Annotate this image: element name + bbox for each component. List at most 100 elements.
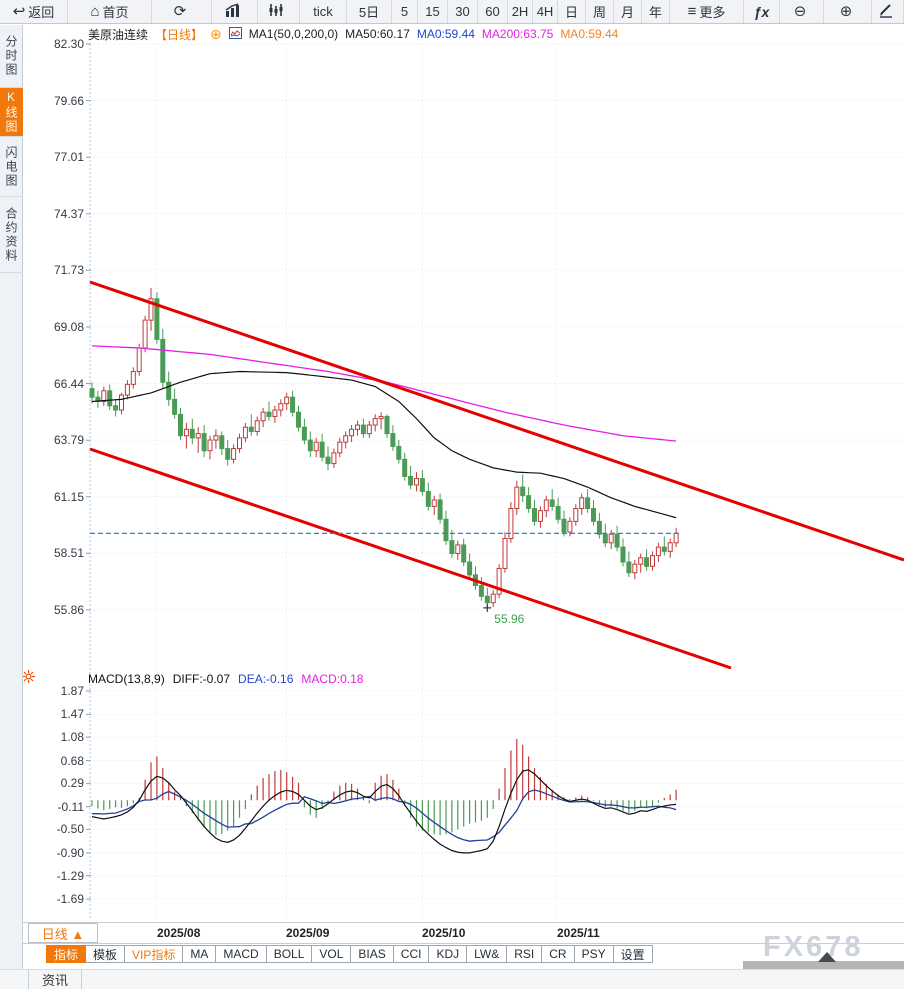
scrollbar-arrow-icon[interactable] — [818, 952, 836, 962]
sidebar-tab-kline-chart[interactable]: K线图 — [0, 88, 23, 137]
macd-settings-icon[interactable] — [21, 669, 36, 689]
candle-body — [484, 595, 490, 604]
macd-axis-label: 1.08 — [60, 730, 84, 745]
macd-axis-label: -0.11 — [57, 799, 84, 814]
candle-body — [266, 411, 272, 417]
more-button-icon: ≡ — [687, 3, 697, 20]
interval-year[interactable]: 年 — [642, 0, 670, 23]
candle-body — [101, 390, 107, 402]
interval-tick[interactable]: tick — [300, 0, 347, 23]
home-button-icon: ⌂ — [90, 3, 100, 20]
candle-body — [166, 381, 172, 400]
indicator-tab-设置[interactable]: 设置 — [613, 945, 653, 963]
candle-body — [242, 426, 248, 439]
ma-settings-label: MA1(50,0,200,0) — [248, 27, 339, 41]
macd-axis-label: -1.69 — [56, 892, 84, 906]
bar-chart-view-button[interactable] — [212, 0, 258, 23]
candle-body — [355, 424, 360, 430]
candle-body — [130, 371, 136, 385]
draw-button-icon — [878, 3, 894, 21]
candle-body — [473, 574, 478, 587]
candle-body — [449, 540, 455, 554]
interval-week[interactable]: 周 — [586, 0, 614, 23]
candle-body — [325, 456, 331, 465]
indicator-tab-vip指标[interactable]: VIP指标 — [125, 945, 184, 963]
ma0-blue-value: MA0:59.44 — [416, 27, 475, 41]
indicator-tab-vol[interactable]: VOL — [312, 945, 352, 963]
macd-dea-value: DEA:-0.16 — [238, 671, 294, 686]
price-axis-label: 82.30 — [53, 37, 84, 51]
indicator-tab-boll[interactable]: BOLL — [266, 945, 313, 963]
indicator-tab-ma[interactable]: MA — [183, 945, 217, 963]
candle-body — [667, 542, 673, 552]
indicator-tab-rsi[interactable]: RSI — [507, 945, 543, 963]
macd-axis-label: -0.90 — [56, 845, 84, 860]
candle-body — [585, 497, 591, 510]
news-tab[interactable]: 资讯 — [28, 970, 82, 989]
horizontal-scrollbar[interactable] — [743, 961, 904, 969]
candle-body — [225, 448, 231, 460]
indicator-tab-模板[interactable]: 模板 — [86, 945, 126, 963]
candle-body — [260, 411, 266, 422]
zoom-out-button[interactable]: ⊖ — [780, 0, 824, 23]
sidebar-tab-time-chart[interactable]: 分时图 — [0, 25, 23, 88]
zoom-in-button[interactable]: ⊕ — [824, 0, 872, 23]
ma50-value: MA50:60.17 — [345, 27, 410, 41]
candle-body — [360, 424, 366, 435]
interval-15[interactable]: 15 — [418, 0, 448, 23]
back-button[interactable]: ↩ 返回 — [0, 0, 68, 23]
candle-body — [378, 415, 384, 420]
indicator-tab-psy[interactable]: PSY — [574, 945, 614, 963]
more-button[interactable]: ≡ 更多 — [670, 0, 744, 23]
price-axis-label: 77.01 — [53, 150, 84, 165]
back-button-icon: ↩ — [12, 3, 26, 20]
sidebar-tab-contract-info[interactable]: 合约资料 — [0, 197, 23, 273]
fx-indicator-button[interactable]: ƒx — [744, 0, 780, 23]
candle-view-button[interactable] — [258, 0, 300, 23]
chart-header: 美原油连续 【日线】 ⊕ MA1(50,0,200,0) MA50:60.17 … — [88, 26, 618, 42]
indicator-tab-指标[interactable]: 指标 — [46, 945, 87, 963]
price-axis-label: 61.15 — [53, 489, 84, 504]
interval-day[interactable]: 日 — [558, 0, 586, 23]
macd-diff-line — [91, 769, 677, 854]
indicator-tab-bias[interactable]: BIAS — [351, 945, 394, 963]
macd-axis-label: 1.47 — [60, 707, 84, 722]
refresh-button[interactable]: ⟳ — [152, 0, 212, 23]
home-button[interactable]: ⌂ 首页 — [68, 0, 152, 23]
candle-body — [272, 409, 278, 417]
draw-button[interactable] — [872, 0, 904, 23]
candle-body — [650, 555, 655, 567]
candle-body — [331, 452, 337, 465]
sidebar-tab-lightning-chart[interactable]: 闪电图 — [0, 137, 23, 197]
candle-body — [154, 298, 160, 340]
price-axis-label: 63.79 — [53, 433, 84, 448]
candle-body — [219, 435, 225, 450]
indicator-tab-cr[interactable]: CR — [542, 945, 575, 963]
interval-month[interactable]: 月 — [614, 0, 642, 23]
indicator-tab-cci[interactable]: CCI — [393, 945, 430, 963]
candle-body — [343, 435, 349, 443]
price-axis-label: 55.86 — [53, 603, 84, 617]
candle-body — [543, 499, 549, 512]
ma50-line — [91, 370, 677, 519]
interval-4h[interactable]: 4H — [533, 0, 558, 23]
candle-body — [549, 499, 555, 507]
candle-body — [201, 433, 207, 452]
indicator-tab-macd[interactable]: MACD — [216, 945, 267, 963]
candle-body — [496, 567, 502, 595]
interval-5d[interactable]: 5日 — [347, 0, 392, 23]
candle-body — [537, 510, 543, 522]
macd-axis-label: 1.87 — [60, 684, 84, 698]
interval-2h[interactable]: 2H — [508, 0, 533, 23]
price-axis-label: 74.37 — [53, 206, 84, 221]
interval-60[interactable]: 60 — [478, 0, 508, 23]
indicator-tab-kdj[interactable]: KDJ — [429, 945, 468, 963]
interval-5[interactable]: 5 — [392, 0, 418, 23]
period-selector-button[interactable]: 日线 ▲ — [28, 923, 98, 943]
indicator-tab-lw&[interactable]: LW& — [467, 945, 508, 963]
collapse-icon[interactable]: ⊕ — [210, 26, 222, 42]
interval-30[interactable]: 30 — [448, 0, 478, 23]
macd-dea-line — [92, 789, 677, 842]
